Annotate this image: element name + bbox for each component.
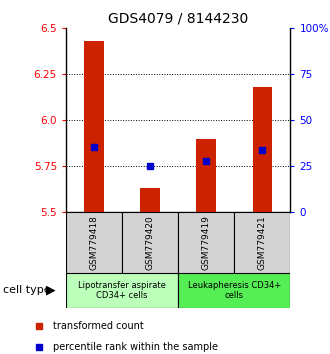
Text: Lipotransfer aspirate
CD34+ cells: Lipotransfer aspirate CD34+ cells <box>78 281 166 300</box>
Text: Leukapheresis CD34+
cells: Leukapheresis CD34+ cells <box>188 281 281 300</box>
Text: GSM779418: GSM779418 <box>89 215 99 270</box>
Bar <box>140 188 160 212</box>
Bar <box>196 139 216 212</box>
Bar <box>66 212 122 273</box>
Bar <box>84 41 104 212</box>
Bar <box>178 212 234 273</box>
Text: ▶: ▶ <box>46 284 56 297</box>
Bar <box>178 273 290 308</box>
Bar <box>252 87 272 212</box>
Title: GDS4079 / 8144230: GDS4079 / 8144230 <box>108 12 248 26</box>
Text: GSM779421: GSM779421 <box>258 215 267 270</box>
Text: GSM779419: GSM779419 <box>202 215 211 270</box>
Text: transformed count: transformed count <box>53 321 144 331</box>
Text: cell type: cell type <box>3 285 51 295</box>
Bar <box>66 273 178 308</box>
Text: percentile rank within the sample: percentile rank within the sample <box>53 342 218 352</box>
Bar <box>234 212 290 273</box>
Bar <box>122 212 178 273</box>
Text: GSM779420: GSM779420 <box>146 215 155 270</box>
